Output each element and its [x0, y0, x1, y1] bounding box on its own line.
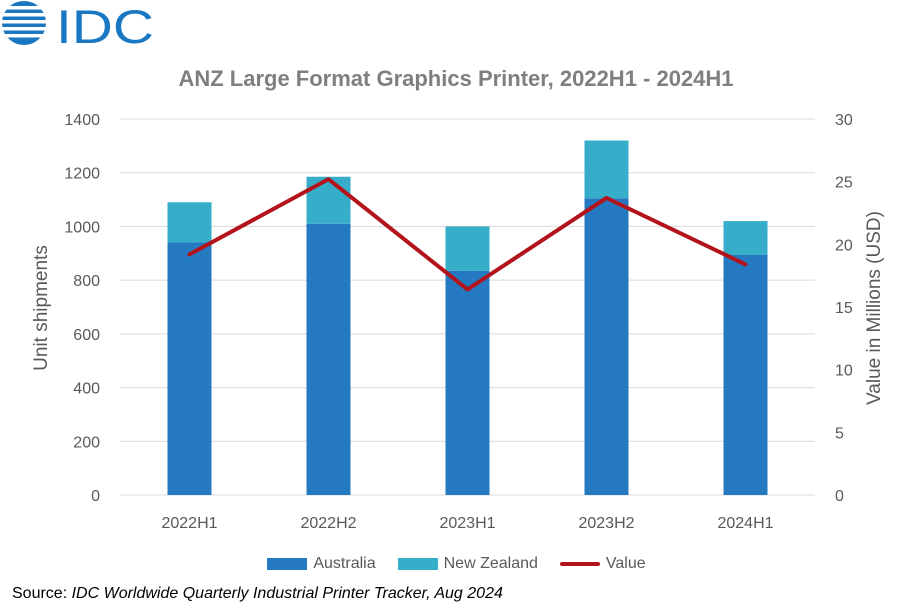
bar-australia — [584, 198, 629, 495]
y-tick-label: 400 — [73, 381, 100, 398]
bar-australia — [445, 270, 490, 495]
y-tick-label: 0 — [91, 488, 100, 505]
y-tick-label: 1200 — [64, 166, 100, 183]
bar-new-zealand — [167, 202, 212, 243]
value-line — [187, 177, 748, 292]
y2-tick-label: 0 — [835, 488, 844, 505]
bar-australia — [723, 254, 768, 495]
y-tick-label: 800 — [73, 273, 100, 290]
y2-tick-label: 30 — [835, 112, 853, 129]
bar-new-zealand — [584, 140, 629, 199]
bar-new-zealand — [306, 176, 351, 224]
idc-logo: IDC — [0, 0, 154, 52]
value-point — [606, 197, 607, 199]
chart: ANZ Large Format Graphics Printer, 2022H… — [31, 66, 885, 532]
bars — [167, 140, 768, 495]
y-tick-label: 600 — [73, 327, 100, 344]
y2-tick-label: 20 — [835, 237, 853, 254]
y-tick-label: 1400 — [64, 112, 100, 129]
y-tick-label: 1000 — [64, 219, 100, 236]
value-point — [745, 263, 746, 265]
legend-label-value: Value — [605, 555, 646, 572]
value-point — [189, 253, 190, 255]
logo-text: IDC — [56, 0, 154, 52]
legend-item-value: Value — [559, 555, 646, 573]
bar-new-zealand — [723, 221, 768, 255]
source-prefix: Source: — [12, 585, 72, 602]
x-tick-label: 2022H1 — [161, 515, 217, 532]
bar-new-zealand — [445, 226, 490, 271]
legend: Australia New Zealand Value — [0, 553, 913, 575]
bar-australia — [167, 242, 212, 495]
source-text: IDC Worldwide Quarterly Industrial Print… — [71, 585, 503, 602]
y-axis-title: Unit shipments — [31, 245, 52, 371]
x-axis: 2022H1 2022H2 2023H1 2023H2 2024H1 — [161, 515, 773, 532]
y-axis-left: 0 200 400 600 800 1000 1200 1400 — [64, 112, 100, 505]
y2-tick-label: 5 — [835, 425, 844, 442]
y-axis-right: 0 5 10 15 20 25 30 — [835, 112, 853, 505]
y-tick-label: 200 — [73, 434, 100, 451]
legend-swatch-value — [559, 562, 600, 566]
legend-label-australia: Australia — [313, 555, 376, 572]
x-tick-label: 2023H2 — [578, 515, 634, 532]
chart-title: ANZ Large Format Graphics Printer, 2022H… — [178, 66, 733, 91]
source-note: Source: IDC Worldwide Quarterly Industri… — [12, 585, 503, 603]
legend-item-australia: Australia — [267, 555, 376, 573]
globe-icon — [0, 1, 48, 45]
legend-label-new-zealand: New Zealand — [443, 555, 538, 572]
y2-tick-label: 15 — [835, 300, 853, 317]
bar-australia — [306, 223, 351, 495]
value-point — [467, 288, 468, 290]
y2-axis-title: Value in Millions (USD) — [864, 211, 885, 405]
legend-swatch-australia — [267, 558, 308, 570]
legend-item-new-zealand: New Zealand — [397, 555, 538, 573]
y2-tick-label: 25 — [835, 175, 853, 192]
legend-swatch-new-zealand — [397, 558, 438, 570]
x-tick-label: 2023H1 — [439, 515, 495, 532]
value-point — [328, 178, 329, 180]
x-tick-label: 2022H2 — [300, 515, 356, 532]
y2-tick-label: 10 — [835, 363, 853, 380]
x-tick-label: 2024H1 — [717, 515, 773, 532]
